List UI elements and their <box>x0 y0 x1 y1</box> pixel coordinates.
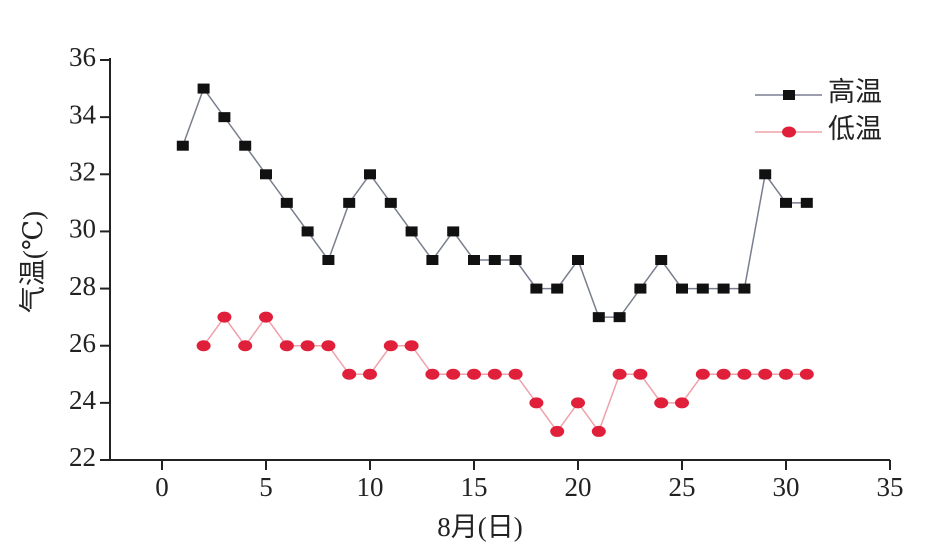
y-axis-label: 气温(℃) <box>18 211 48 313</box>
y-tick-label: 22 <box>69 442 96 472</box>
data-point <box>238 340 253 352</box>
data-point <box>572 255 584 265</box>
data-point <box>280 197 293 208</box>
data-point <box>509 255 522 265</box>
data-point <box>508 368 523 380</box>
data-point <box>488 255 501 265</box>
data-point <box>780 197 792 208</box>
series-line <box>182 86 807 318</box>
data-point <box>363 368 377 380</box>
y-tick-label: 26 <box>69 328 96 358</box>
data-point <box>383 340 398 352</box>
data-point <box>633 368 648 380</box>
legend-marker <box>782 126 796 138</box>
data-point <box>634 283 647 294</box>
data-point <box>717 283 730 294</box>
data-point <box>342 368 357 380</box>
data-point <box>696 283 709 294</box>
data-point <box>197 83 210 94</box>
data-point <box>695 368 710 380</box>
data-point <box>364 169 376 180</box>
y-tick-label: 36 <box>69 42 96 72</box>
data-point <box>218 112 231 123</box>
data-point <box>759 169 772 180</box>
data-point <box>676 283 688 294</box>
data-point <box>550 425 565 437</box>
x-tick-label: 5 <box>259 472 273 502</box>
data-point <box>321 340 336 352</box>
y-tick-label: 34 <box>69 99 97 129</box>
x-tick-label: 30 <box>773 472 800 502</box>
data-point <box>779 368 793 380</box>
legend-label: 低温 <box>828 114 882 144</box>
data-point <box>404 340 419 352</box>
x-tick-label: 20 <box>565 472 592 502</box>
data-point <box>655 255 668 265</box>
x-tick-label: 35 <box>877 472 904 502</box>
data-point <box>737 368 752 380</box>
data-point <box>487 368 502 380</box>
y-tick-label: 24 <box>69 385 97 415</box>
data-point <box>217 311 232 323</box>
legend-marker <box>783 90 795 100</box>
data-point <box>592 312 605 323</box>
data-point <box>447 226 460 237</box>
data-point <box>530 283 543 294</box>
x-tick-label: 10 <box>357 472 384 502</box>
data-point <box>467 368 481 380</box>
data-point <box>322 255 335 265</box>
data-point <box>384 197 397 208</box>
data-point <box>529 397 544 409</box>
data-point <box>425 368 440 380</box>
x-tick-label: 25 <box>669 472 696 502</box>
data-point <box>196 340 211 352</box>
data-point <box>300 340 315 352</box>
x-axis-label: 8月(日) <box>437 512 522 542</box>
data-point <box>613 312 626 323</box>
data-point <box>738 283 751 294</box>
data-point <box>343 197 356 208</box>
data-point <box>405 226 418 237</box>
data-point <box>426 255 439 265</box>
x-tick-label: 15 <box>461 472 488 502</box>
series-line <box>202 315 807 434</box>
legend-label: 高温 <box>828 77 882 107</box>
data-point <box>468 255 480 265</box>
data-point <box>571 397 585 409</box>
data-point <box>176 140 189 151</box>
data-point <box>675 397 689 409</box>
data-point <box>551 283 564 294</box>
data-point <box>239 140 252 151</box>
data-point <box>446 368 461 380</box>
data-point <box>259 311 273 323</box>
data-point <box>758 368 773 380</box>
y-tick-label: 32 <box>69 156 96 186</box>
data-point <box>799 368 814 380</box>
data-point <box>800 197 813 208</box>
data-point <box>260 169 272 180</box>
x-tick-label: 0 <box>155 472 169 502</box>
data-point <box>654 397 669 409</box>
y-tick-label: 28 <box>69 271 96 301</box>
data-point <box>279 340 294 352</box>
data-point <box>591 425 606 437</box>
data-point <box>612 368 627 380</box>
y-tick-label: 30 <box>69 214 96 244</box>
data-point <box>301 226 314 237</box>
data-point <box>716 368 731 380</box>
